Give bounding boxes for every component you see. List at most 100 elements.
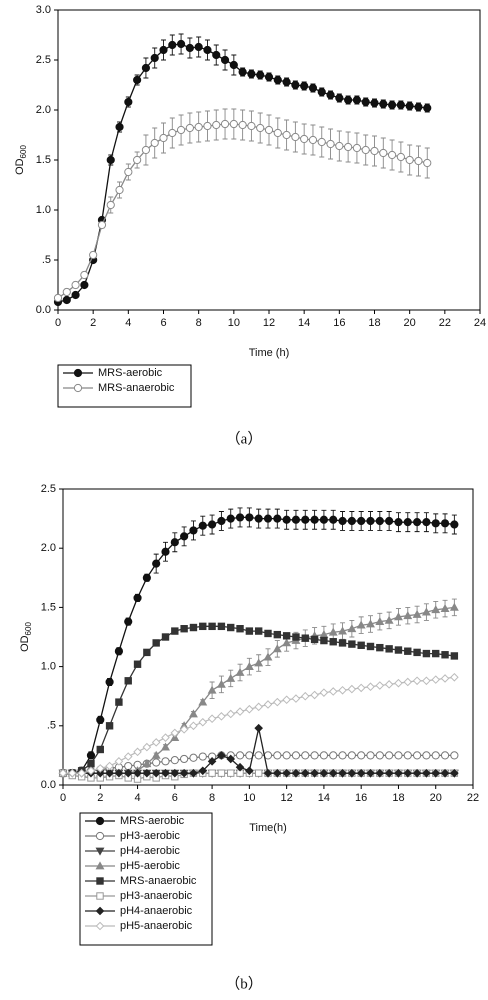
marker xyxy=(152,758,161,767)
marker xyxy=(292,633,300,641)
marker xyxy=(291,132,300,142)
marker xyxy=(403,677,413,687)
marker xyxy=(86,766,96,776)
marker xyxy=(375,616,385,625)
marker xyxy=(77,768,86,778)
marker xyxy=(450,751,459,760)
marker xyxy=(226,709,236,719)
x-tick-label: 4 xyxy=(125,317,131,329)
y-tick-label: 3.0 xyxy=(36,4,51,16)
marker xyxy=(170,756,179,765)
legend-marker xyxy=(95,816,105,826)
x-tick-label: 2 xyxy=(90,317,96,329)
marker xyxy=(80,270,89,280)
x-tick-label: 20 xyxy=(404,317,416,329)
marker xyxy=(170,538,179,547)
marker xyxy=(375,516,384,526)
marker xyxy=(263,700,273,709)
marker xyxy=(86,751,96,760)
marker xyxy=(226,673,236,682)
marker xyxy=(142,573,151,582)
marker xyxy=(161,633,170,641)
y-tick-label: .5 xyxy=(42,254,51,266)
marker xyxy=(404,647,412,655)
marker xyxy=(361,97,370,107)
marker xyxy=(450,768,459,778)
legend-label: pH5-anaerobic xyxy=(120,920,193,932)
marker xyxy=(159,133,168,143)
marker xyxy=(273,751,282,760)
marker xyxy=(394,768,403,778)
marker xyxy=(291,751,301,760)
marker xyxy=(273,514,282,523)
marker xyxy=(356,768,366,778)
x-tick-label: 16 xyxy=(333,317,345,329)
legend-label: pH4-anaerobic xyxy=(120,905,193,917)
marker xyxy=(189,526,198,535)
marker xyxy=(170,728,180,738)
marker xyxy=(207,685,217,694)
marker xyxy=(141,63,151,73)
x-tick-label: 0 xyxy=(60,792,66,804)
legend-marker xyxy=(73,383,83,393)
marker xyxy=(189,753,198,762)
marker xyxy=(356,683,366,693)
marker xyxy=(310,751,319,760)
marker xyxy=(62,287,71,297)
marker xyxy=(245,513,254,522)
marker xyxy=(227,623,235,632)
marker xyxy=(335,93,344,103)
marker xyxy=(194,122,203,132)
marker xyxy=(235,707,245,716)
marker xyxy=(96,745,104,754)
y-tick-label: 2.0 xyxy=(36,104,51,116)
marker xyxy=(87,759,95,768)
marker xyxy=(170,768,180,778)
marker xyxy=(245,766,254,776)
marker xyxy=(114,757,124,766)
marker xyxy=(179,768,189,778)
marker xyxy=(152,559,161,568)
marker xyxy=(347,624,357,633)
x-tick-label: 8 xyxy=(196,317,202,329)
marker xyxy=(105,761,114,771)
marker xyxy=(394,612,403,621)
marker xyxy=(422,768,431,778)
marker xyxy=(405,155,414,165)
marker xyxy=(357,751,366,760)
marker xyxy=(356,620,366,629)
marker xyxy=(123,752,133,761)
marker xyxy=(254,751,263,760)
marker xyxy=(273,768,282,778)
marker xyxy=(423,158,432,168)
x-tick-label: 10 xyxy=(228,317,240,329)
marker xyxy=(217,622,226,631)
marker xyxy=(376,643,384,652)
marker xyxy=(361,145,370,155)
marker xyxy=(282,77,291,87)
marker xyxy=(319,751,329,760)
x-tick-label: 2 xyxy=(97,792,103,804)
marker xyxy=(161,757,170,766)
marker xyxy=(256,123,265,133)
marker xyxy=(161,733,170,742)
marker xyxy=(338,639,347,647)
marker xyxy=(412,518,422,527)
marker xyxy=(97,220,107,230)
marker xyxy=(366,682,375,692)
marker xyxy=(329,638,337,646)
marker xyxy=(344,95,353,105)
x-tick-label: 16 xyxy=(355,792,367,804)
marker xyxy=(375,751,384,760)
marker xyxy=(264,72,274,82)
series-line xyxy=(63,516,455,774)
legend-marker xyxy=(95,847,105,856)
marker xyxy=(338,516,347,526)
marker xyxy=(412,676,422,686)
marker xyxy=(170,733,180,742)
marker xyxy=(53,293,63,303)
marker xyxy=(375,768,385,778)
marker xyxy=(328,768,338,778)
marker xyxy=(226,514,235,523)
marker xyxy=(254,769,263,777)
